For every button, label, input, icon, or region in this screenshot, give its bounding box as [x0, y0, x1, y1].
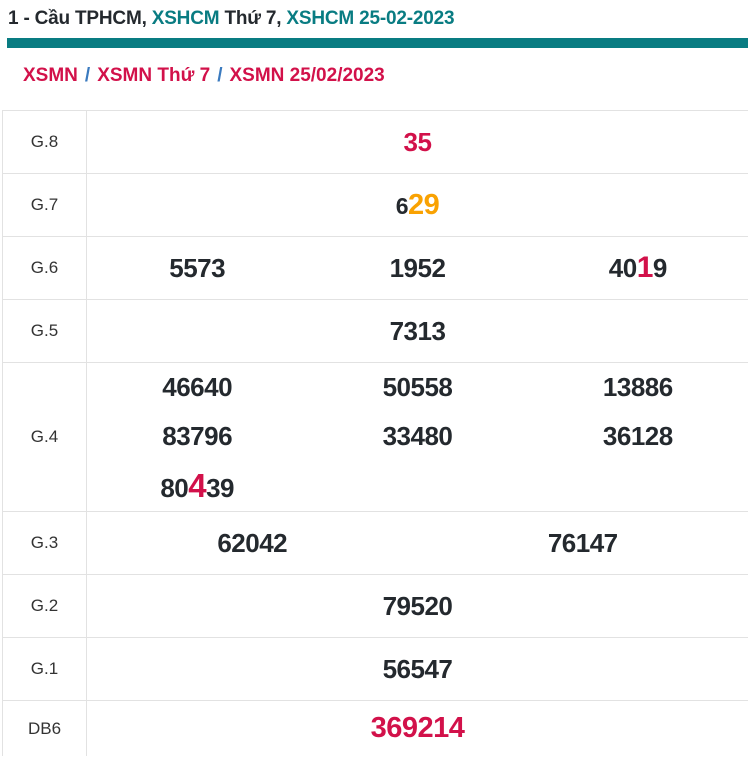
breadcrumb-separator: / [217, 65, 223, 86]
digit-segment: 35 [403, 126, 432, 157]
prize-row: G.8 35 [3, 111, 748, 174]
results-table: G.8 35 G.7 629 G.6 5573 1952 4019 G.5 7313 G.4 4664… [2, 110, 748, 756]
prize-label: G.5 [3, 300, 87, 362]
prize-label: G.3 [3, 512, 87, 574]
prize-label: G.1 [3, 638, 87, 700]
digit-segment: 13886 [602, 372, 673, 403]
prize-label: DB6 [3, 701, 87, 756]
digit-segment: 50558 [382, 372, 453, 403]
breadcrumb-link[interactable]: XSMN Thứ 7 [97, 65, 211, 86]
breadcrumb-separator: / [84, 65, 91, 86]
digit-segment: 33480 [382, 421, 453, 452]
title-divider [7, 38, 748, 48]
prize-values: 5573 1952 4019 [87, 237, 748, 299]
prize-number-cell: 5573 [87, 253, 307, 284]
prize-number-cell: 46640 [87, 372, 307, 403]
prize-label: G.6 [3, 237, 87, 299]
prize-values: 629 [87, 174, 748, 236]
prize-line: 7313 [87, 300, 748, 362]
prize-label: G.2 [3, 575, 87, 637]
prize-values: 56547 [87, 638, 748, 700]
digit-segment: 4 [188, 467, 207, 505]
title-link[interactable]: XSHCM 25-02-2023 [286, 8, 455, 29]
breadcrumb-link[interactable]: XSMN [23, 65, 78, 86]
digit-segment: 62042 [217, 527, 288, 558]
prize-number-cell: 62042 [87, 528, 418, 559]
prize-line: 35 [87, 111, 748, 173]
prize-number-cell: 33480 [307, 421, 527, 452]
breadcrumb-link[interactable]: XSMN 25/02/2023 [229, 65, 385, 86]
breadcrumb: XSMN / XSMN Thứ 7 / XSMN 25/02/2023 [23, 64, 748, 88]
prize-number-cell: 7313 [87, 316, 748, 347]
digit-segment: 1952 [389, 252, 446, 283]
digit-segment: 9 [652, 253, 667, 283]
prize-row: G.3 62042 76147 [3, 512, 748, 575]
prize-line: 79520 [87, 575, 748, 637]
prize-number-cell: 369214 [87, 712, 748, 745]
prize-label: G.8 [3, 111, 87, 173]
digit-segment: 6 [395, 192, 409, 219]
prize-number-cell: 76147 [418, 528, 748, 559]
digit-segment: 39 [206, 473, 235, 504]
prize-line: 46640 50558 13886 [87, 363, 748, 412]
prize-line: 5573 1952 4019 [87, 237, 748, 299]
prize-number-cell: 83796 [87, 421, 307, 452]
digit-segment: 1 [636, 251, 654, 284]
prize-label: G.4 [3, 363, 87, 511]
title-link[interactable]: XSHCM [151, 8, 220, 29]
digit-segment: 83796 [162, 421, 233, 452]
digit-segment: 7313 [389, 315, 446, 346]
prize-row: G.4 46640 50558 13886 83796 33480 36128 80439 [3, 363, 748, 512]
digit-segment: 5573 [169, 252, 226, 283]
digit-segment: 29 [408, 188, 440, 221]
prize-row: G.5 7313 [3, 300, 748, 363]
digit-segment: 76147 [547, 527, 618, 558]
prize-values: 46640 50558 13886 83796 33480 36128 80439 [87, 363, 748, 511]
prize-number-cell: 56547 [87, 654, 748, 685]
prize-number-cell: 4019 [528, 251, 748, 285]
prize-line: 80439 [87, 462, 748, 511]
page-title: 1 - Cầu TPHCM, XSHCM Thứ 7, XSHCM 25-02-… [0, 0, 748, 31]
prize-number-cell: 629 [87, 189, 748, 222]
prize-row: DB6 369214 [3, 701, 748, 756]
prize-label: G.7 [3, 174, 87, 236]
prize-number-cell: 79520 [87, 591, 748, 622]
digit-segment: 80 [160, 473, 189, 504]
prize-values: 369214 [87, 701, 748, 756]
prize-number-cell: 1952 [307, 253, 527, 284]
prize-row: G.1 56547 [3, 638, 748, 701]
digit-segment: 40 [608, 253, 637, 283]
digit-segment: 79520 [382, 590, 453, 621]
prize-line: 369214 [87, 701, 748, 756]
digit-segment: 36128 [602, 421, 673, 452]
prize-values: 79520 [87, 575, 748, 637]
prize-values: 35 [87, 111, 748, 173]
digit-segment: 369214 [370, 712, 465, 744]
prize-number-cell: 35 [87, 127, 748, 158]
prize-number-cell: 36128 [528, 421, 748, 452]
title-text: Thứ 7, [219, 8, 287, 29]
prize-number-cell: 13886 [528, 372, 748, 403]
prize-row: G.7 629 [3, 174, 748, 237]
prize-line: 83796 33480 36128 [87, 412, 748, 461]
prize-row: G.2 79520 [3, 575, 748, 638]
prize-number-cell: 50558 [307, 372, 527, 403]
prize-line: 629 [87, 174, 748, 236]
digit-segment: 56547 [382, 653, 453, 684]
prize-line: 62042 76147 [87, 512, 748, 574]
prize-number-cell: 80439 [87, 467, 307, 505]
prize-values: 7313 [87, 300, 748, 362]
digit-segment: 46640 [162, 372, 233, 403]
title-text: 1 - Cầu TPHCM, [8, 8, 152, 29]
prize-line: 56547 [87, 638, 748, 700]
prize-row: G.6 5573 1952 4019 [3, 237, 748, 300]
prize-values: 62042 76147 [87, 512, 748, 574]
